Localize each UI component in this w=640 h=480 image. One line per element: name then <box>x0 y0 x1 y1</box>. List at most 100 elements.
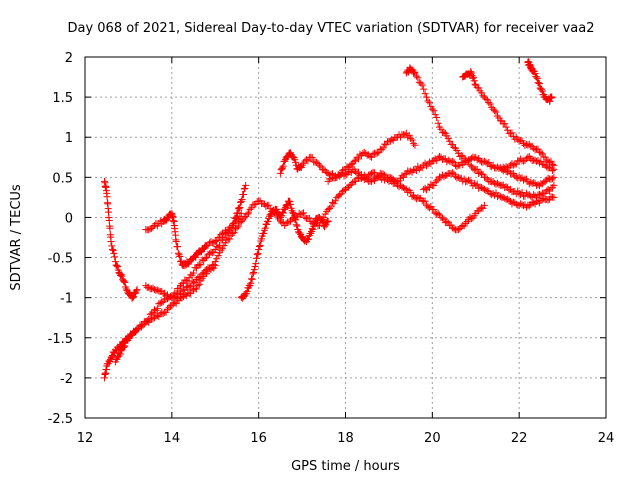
data-point-interp <box>408 136 416 144</box>
data-point <box>480 201 488 209</box>
data-point-interp <box>323 218 331 226</box>
data-point-interp <box>449 141 457 149</box>
data-point-interp <box>284 202 292 210</box>
data-point <box>376 169 384 177</box>
data-point-interp <box>172 294 180 302</box>
data-point-interp <box>223 228 231 236</box>
data-point-interp <box>300 209 308 217</box>
data-point <box>107 238 115 246</box>
data-point-interp <box>148 310 156 318</box>
data-point <box>194 262 202 270</box>
data-point-interp <box>178 280 186 288</box>
data-point-interp <box>289 209 297 217</box>
data-point-interp <box>249 270 257 278</box>
data-point-interp <box>148 224 156 232</box>
data-point-interp <box>546 187 554 195</box>
data-point-interp <box>451 172 459 180</box>
data-point-interp <box>534 180 542 188</box>
y-tick-label: -2 <box>60 372 73 387</box>
data-point-interp <box>119 343 127 351</box>
data-point-interp <box>305 214 313 222</box>
data-point-interp <box>365 171 373 179</box>
data-point <box>402 185 410 193</box>
data-point <box>524 141 532 149</box>
data-point <box>194 274 202 282</box>
data-point-interp <box>466 161 474 169</box>
data-point-interp <box>255 242 263 250</box>
data-point-interp <box>243 210 251 218</box>
data-point-interp <box>163 305 171 313</box>
data-point-interp <box>258 235 266 243</box>
data-point-interp <box>261 224 269 232</box>
data-point-interp <box>425 158 433 166</box>
data-point-interp <box>486 162 494 170</box>
data-point-interp <box>118 272 126 280</box>
data-point <box>237 197 245 205</box>
data-point-interp <box>502 123 510 131</box>
data-point <box>242 181 250 189</box>
data-point-interp <box>297 163 305 171</box>
y-tick-label: 0 <box>65 211 73 226</box>
data-point-interp <box>407 167 415 175</box>
data-point <box>550 173 558 181</box>
data-point-interp <box>285 218 293 226</box>
data-point-interp <box>264 217 272 225</box>
data-point-interp <box>153 305 161 313</box>
data-point <box>168 302 176 310</box>
data-point-interp <box>427 180 435 188</box>
data-point-interp <box>224 225 232 233</box>
data-point-interp <box>278 212 286 220</box>
data-point-interp <box>149 223 157 231</box>
data-point-interp <box>184 289 192 297</box>
data-point-interp <box>369 175 377 183</box>
data-point-interp <box>479 204 487 212</box>
data-point-interp <box>282 201 290 209</box>
data-point-interp <box>279 209 287 217</box>
data-point-interp <box>309 225 317 233</box>
data-point-interp <box>232 214 240 222</box>
y-tick-label: -1.5 <box>48 332 73 347</box>
data-point-interp <box>252 260 260 268</box>
data-point-interp <box>197 261 205 269</box>
data-point <box>472 181 480 189</box>
data-point-interp <box>491 107 499 115</box>
data-point-interp <box>488 103 496 111</box>
data-point-interp <box>305 235 313 243</box>
data-point-interp <box>356 150 364 158</box>
data-point <box>133 286 141 294</box>
data-point-interp <box>344 183 352 191</box>
data-point <box>489 189 497 197</box>
data-point-interp <box>475 84 483 92</box>
data-point-interp <box>314 160 322 168</box>
data-point-interp <box>145 315 153 323</box>
data-point-interp <box>313 158 321 166</box>
data-point-interp <box>548 166 556 174</box>
data-point-interp <box>188 277 196 285</box>
data-point-interp <box>250 268 258 276</box>
data-point-interp <box>424 97 432 105</box>
x-tick-label: 16 <box>250 431 267 446</box>
data-point-interp <box>182 283 190 291</box>
data-point <box>515 189 523 197</box>
data-point-interp <box>505 196 513 204</box>
data-point-interp <box>531 156 539 164</box>
data-point-interp <box>430 206 438 214</box>
data-point-interp <box>119 277 127 285</box>
data-point-interp <box>174 289 182 297</box>
tick-layer: 12 14 16 18 20 22 24 -2.5 -2 -1.5 -1 -0.5 0 0.5 1 1.5 2 <box>48 51 615 446</box>
data-point <box>480 185 488 193</box>
data-point-interp <box>473 180 481 188</box>
data-point-interp <box>441 155 449 163</box>
data-point-interp <box>110 249 118 257</box>
data-point-interp <box>373 149 381 157</box>
data-point-interp <box>478 89 486 97</box>
data-point-interp <box>425 204 433 212</box>
data-point-interp <box>247 204 255 212</box>
data-point-interp <box>433 210 441 218</box>
data-point-interp <box>379 144 387 152</box>
data-point-interp <box>521 157 529 165</box>
data-point-interp <box>198 270 206 278</box>
data-point-interp <box>518 189 526 197</box>
data-point-interp <box>239 191 247 199</box>
